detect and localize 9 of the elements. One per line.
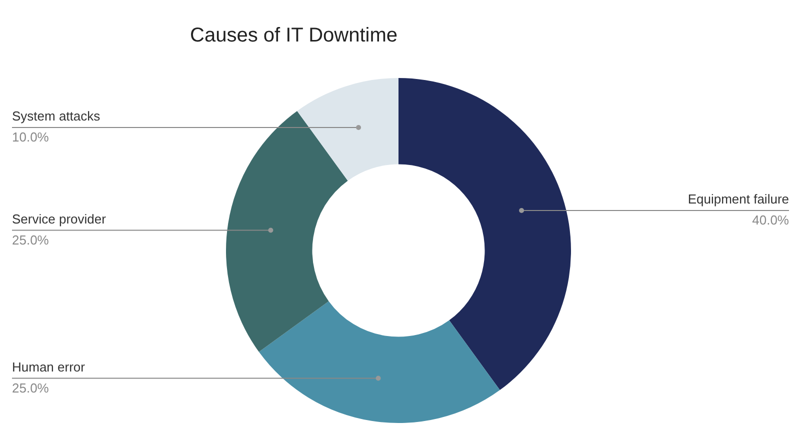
data-label: 10.0% xyxy=(12,130,50,145)
slice-label: Service provider xyxy=(12,211,107,226)
data-label: 25.0% xyxy=(12,380,50,396)
data-label: 40.0% xyxy=(752,212,790,228)
data-label: 25.0% xyxy=(12,232,50,248)
chart-title: Causes of IT Downtime xyxy=(190,24,398,47)
slice-label: Human error xyxy=(12,359,86,374)
slice-label: System attacks xyxy=(12,108,101,124)
slice-label: Equipment failure xyxy=(688,192,789,207)
